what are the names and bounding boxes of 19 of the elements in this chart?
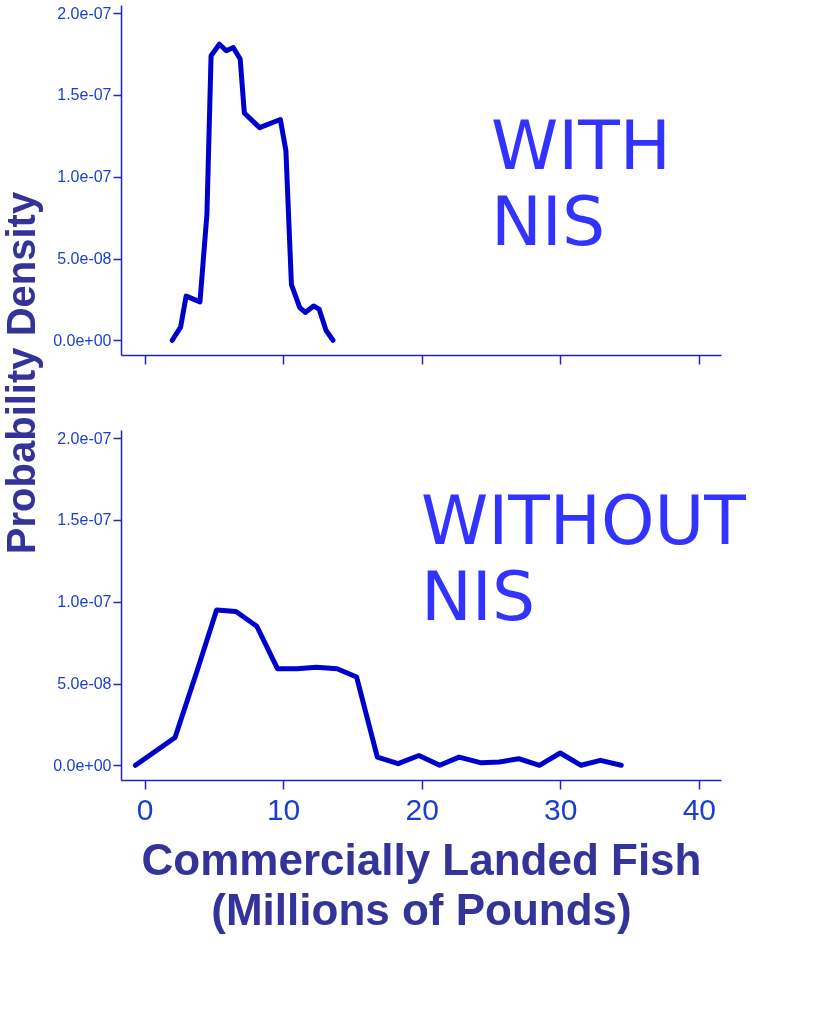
- y-tick-label: 5.0e-08: [57, 675, 112, 692]
- x-tick-label: 20: [405, 792, 439, 826]
- y-tick-label: 1.0e-07: [57, 168, 112, 186]
- x-tick-label: 40: [682, 792, 717, 826]
- y-tick-label: 5.0e-08: [57, 250, 112, 267]
- x-tick-label: 0: [136, 792, 154, 826]
- annotation: WITHOUT NIS: [421, 481, 747, 636]
- y-tick-label: 0.0e+00: [53, 331, 112, 349]
- x-tick-label: 10: [266, 792, 301, 826]
- y-tick-label: 1.0e-07: [57, 593, 112, 611]
- annotation: WITH NIS: [491, 106, 671, 261]
- y-tick-label: 2.0e-07: [57, 429, 112, 447]
- y-tick-label: 1.5e-07: [57, 511, 112, 529]
- y-tick-label: 1.5e-07: [57, 86, 112, 104]
- x-tick-label: 30: [544, 792, 578, 826]
- y-tick-label: 0.0e+00: [53, 756, 112, 774]
- y-tick-label: 2.0e-07: [57, 4, 112, 22]
- x-axis-title: Commercially Landed Fish (Millions of Pounds): [141, 834, 702, 934]
- y-axis-title: Probability Density: [0, 191, 44, 555]
